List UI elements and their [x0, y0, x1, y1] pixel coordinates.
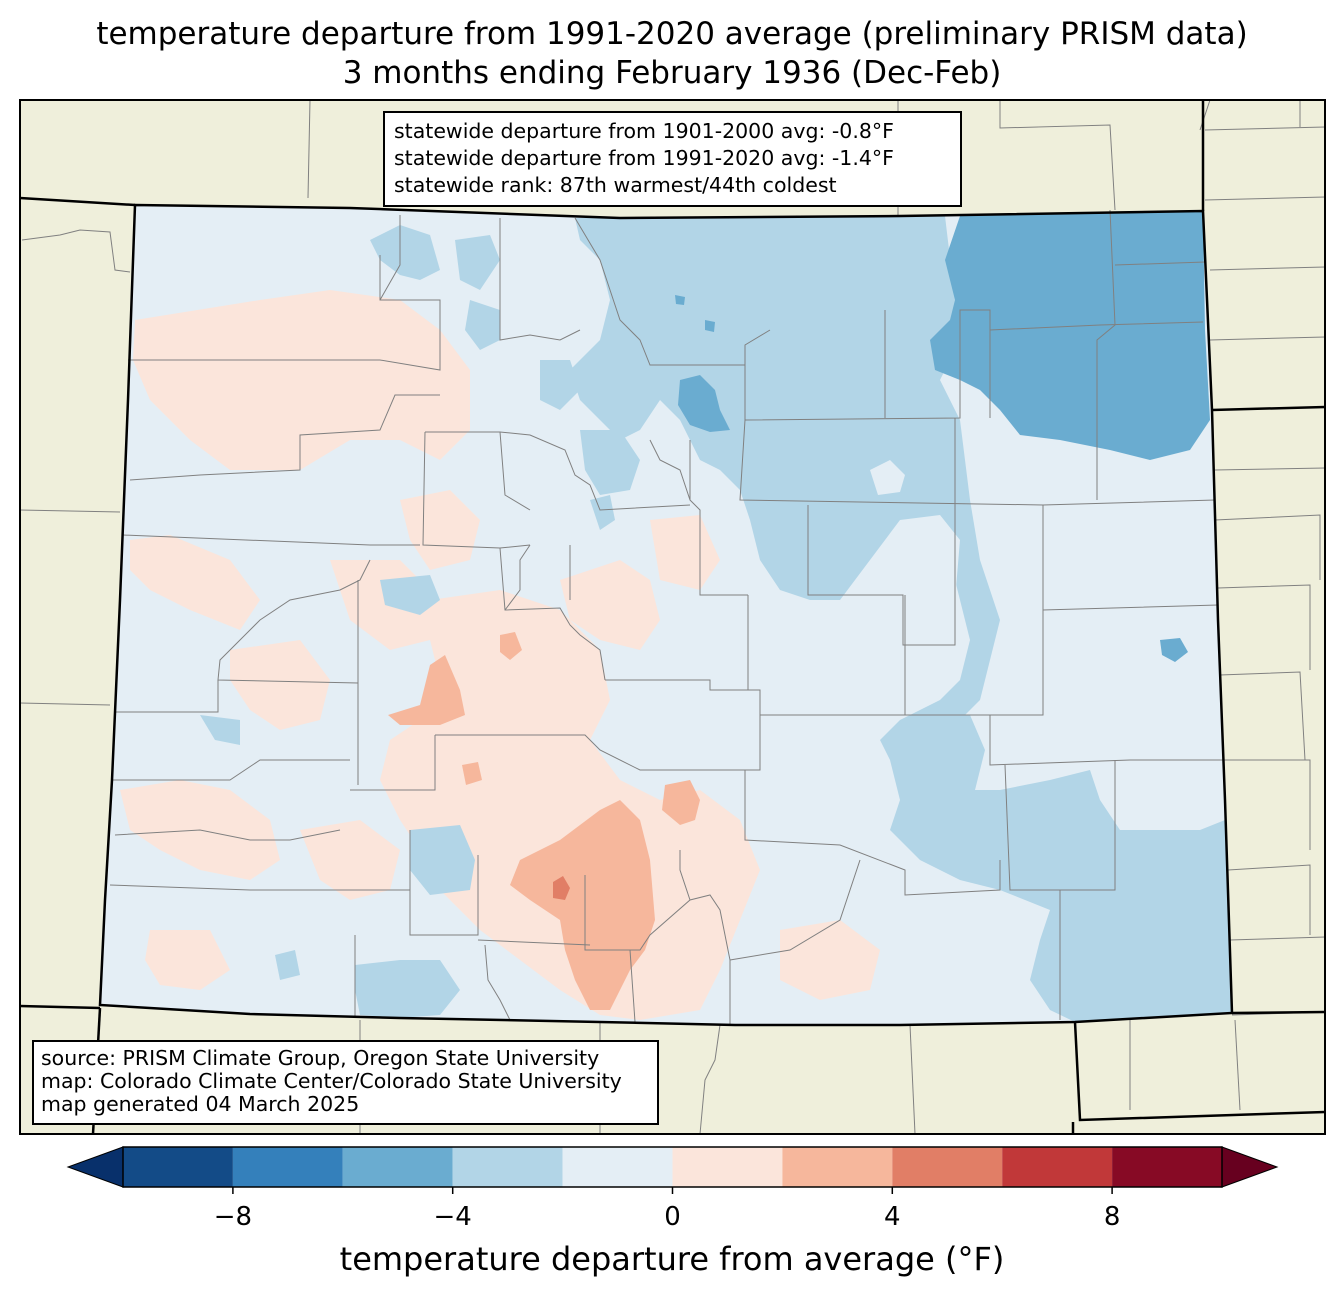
colorbar-tick-label: 0 — [664, 1202, 681, 1232]
colorbar-tick-label: −4 — [433, 1202, 472, 1232]
stats-departure-1991-2020: statewide departure from 1991-2020 avg: … — [394, 146, 894, 170]
colorbar-tick-label: −8 — [213, 1202, 253, 1232]
colorbar-segment — [452, 1147, 563, 1187]
colorbar-segment — [1112, 1147, 1222, 1187]
source-box: source: PRISM Climate Group, Oregon Stat… — [32, 1040, 659, 1125]
colorbar-segment — [342, 1147, 453, 1187]
colorbar-segment — [672, 1147, 783, 1187]
colorbar-segment — [892, 1147, 1003, 1187]
warm-anomaly-regions — [120, 290, 880, 1020]
county-lines — [109, 209, 1225, 1025]
hot-spot — [553, 876, 570, 900]
stats-departure-1901-2000: statewide departure from 1901-2000 avg: … — [394, 119, 894, 143]
source-line-data: source: PRISM Climate Group, Oregon Stat… — [41, 1046, 600, 1070]
colorbar-tick-label: 8 — [1103, 1202, 1121, 1232]
colorbar-label: temperature departure from average (°F) — [339, 1240, 1005, 1278]
cool-anomaly-regions — [200, 216, 1232, 1022]
source-line-generated: map generated 04 March 2025 — [41, 1092, 360, 1116]
colorbar-segment — [562, 1147, 673, 1187]
colorbar-segment — [1002, 1147, 1113, 1187]
colorbar-segment — [232, 1147, 343, 1187]
warmer-anomaly-regions — [388, 632, 700, 1010]
source-line-map: map: Colorado Climate Center/Colorado St… — [41, 1069, 622, 1093]
colorado-border — [98, 203, 1234, 1027]
colorbar-segment — [782, 1147, 893, 1187]
map-title: temperature departure from 1991-2020 ave… — [96, 16, 1248, 52]
colorbar-segment — [123, 1147, 233, 1187]
map-subtitle: 3 months ending February 1936 (Dec-Feb) — [342, 55, 1002, 91]
stats-rank: statewide rank: 87th warmest/44th coldes… — [394, 173, 837, 197]
colorbar-over-arrow — [1221, 1146, 1279, 1188]
colorbar-tick-label: 4 — [884, 1202, 901, 1232]
colorbar-under-arrow — [66, 1146, 124, 1188]
map-frame — [19, 99, 1326, 1135]
colorbar — [66, 1146, 1279, 1194]
statewide-stats-box: statewide departure from 1901-2000 avg: … — [383, 111, 962, 207]
colder-anomaly-regions — [675, 211, 1210, 662]
neutral-patches — [870, 460, 1225, 830]
